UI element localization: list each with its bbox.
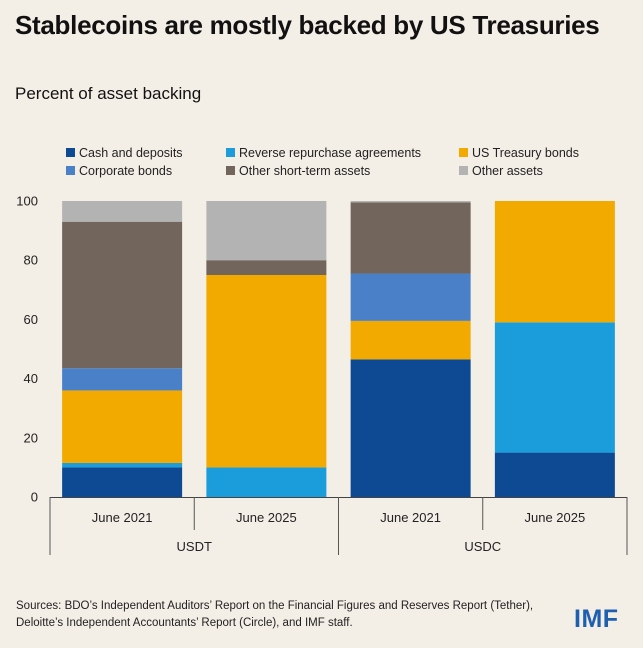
stacked-bar-chart: Cash and deposits Reverse repurchase agre… [16, 146, 628, 555]
bar-segment [62, 462, 183, 468]
bar-segment [350, 202, 471, 274]
imf-logo: IMF [574, 605, 619, 633]
y-tick-label: 40 [24, 371, 38, 386]
y-tick-label: 60 [24, 312, 38, 327]
legend-label: Cash and deposits [79, 146, 183, 160]
y-tick-label: 0 [31, 490, 38, 505]
bar-segment [206, 275, 327, 468]
bar-segment [350, 273, 471, 321]
bar-segment [62, 368, 183, 391]
source-note: Sources: BDO’s Independent Auditors’ Rep… [16, 600, 534, 629]
bar-segment [350, 201, 471, 203]
x-tick-label: June 2025 [236, 510, 297, 525]
legend-swatch [226, 148, 235, 157]
legend-swatch [459, 148, 468, 157]
legend-label: Corporate bonds [79, 164, 172, 178]
chart-subtitle: Percent of asset backing [15, 84, 202, 103]
x-tick-label: June 2021 [380, 510, 441, 525]
legend-label: Other assets [472, 164, 543, 178]
bar-segment [206, 260, 327, 275]
bar-segment [62, 201, 183, 222]
legend-swatch [66, 166, 75, 175]
legend-swatch [66, 148, 75, 157]
x-tick-label: June 2021 [92, 510, 153, 525]
y-tick-label: 80 [24, 253, 38, 268]
group-label: USDC [464, 539, 501, 554]
bar-segment [494, 322, 615, 453]
legend-swatch [226, 166, 235, 175]
legend-label: Reverse repurchase agreements [239, 146, 421, 160]
bar-segment [494, 452, 615, 497]
bar-segment [494, 201, 615, 323]
bar-segment [206, 467, 327, 497]
legend-swatch [459, 166, 468, 175]
bar-segment [350, 320, 471, 360]
y-tick-label: 20 [24, 430, 38, 445]
x-tick-label: June 2025 [525, 510, 586, 525]
bar-segment [206, 201, 327, 261]
chart-title: Stablecoins are mostly backed by US Trea… [15, 10, 600, 40]
bar-segment [62, 390, 183, 463]
bar-segment [62, 467, 183, 497]
group-label: USDT [177, 539, 212, 554]
legend-label: US Treasury bonds [472, 146, 579, 160]
y-tick-label: 100 [16, 194, 38, 209]
bar-segment [62, 221, 183, 369]
bar-segment [350, 359, 471, 497]
legend-label: Other short-term assets [239, 164, 370, 178]
